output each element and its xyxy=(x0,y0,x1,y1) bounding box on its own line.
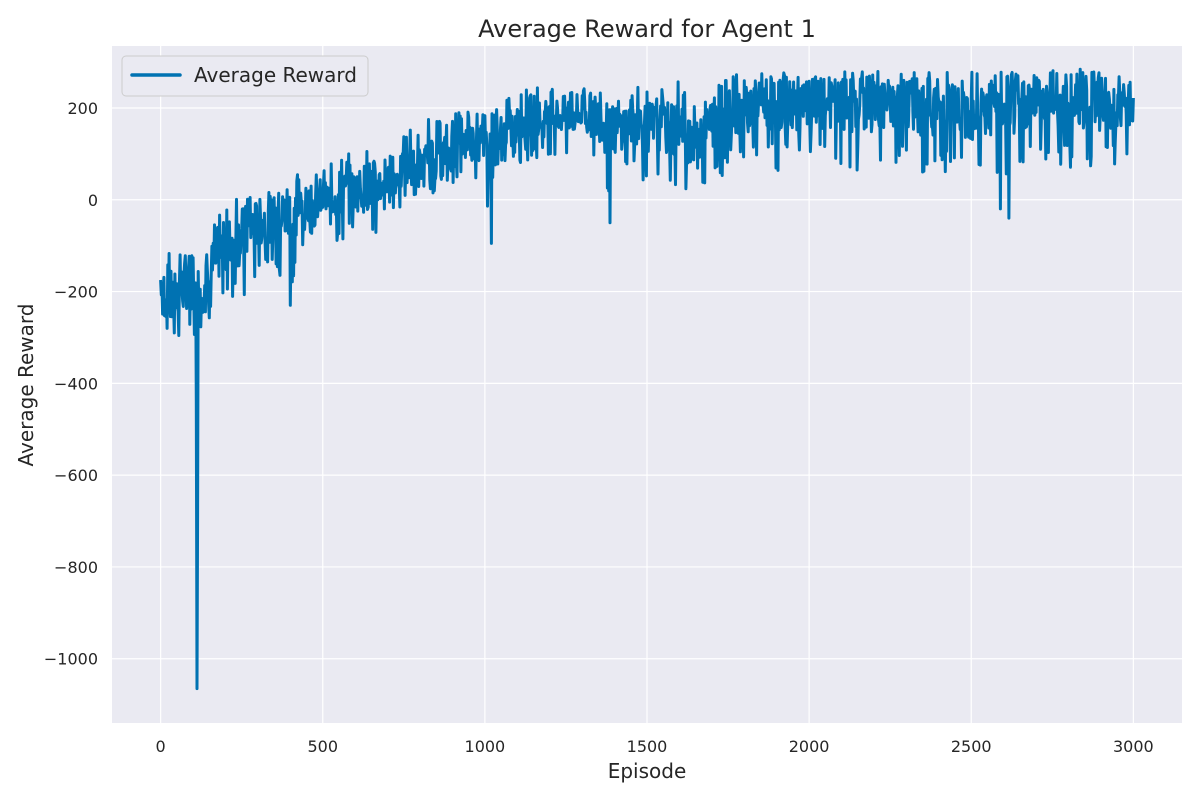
y-tick-label: 200 xyxy=(67,99,98,118)
y-tick-label: −200 xyxy=(54,283,98,302)
x-tick-label: 2000 xyxy=(789,737,830,756)
y-tick-label: −800 xyxy=(54,558,98,577)
x-axis-title: Episode xyxy=(608,759,687,783)
tick-labels: 0 500 1000 1500 2000 2500 3000−1000−800−600−40… xyxy=(44,99,1154,756)
x-tick-label: 1500 xyxy=(627,737,668,756)
x-tick-label: 3000 xyxy=(1113,737,1154,756)
y-tick-label: −600 xyxy=(54,466,98,485)
legend-box xyxy=(121,55,369,97)
y-tick-label: −400 xyxy=(54,374,98,393)
x-tick-label: 0 xyxy=(156,737,166,756)
series-line-average-reward xyxy=(159,67,1135,691)
legend-label: Average Reward xyxy=(194,63,357,87)
x-tick-label: 500 xyxy=(307,737,338,756)
x-tick-label: 1000 xyxy=(465,737,506,756)
y-axis-title: Average Reward xyxy=(14,304,38,467)
legend: Average Reward xyxy=(121,55,369,97)
chart-title: Average Reward for Agent 1 xyxy=(478,15,816,43)
x-tick-label: 2500 xyxy=(951,737,992,756)
y-tick-label: 0 xyxy=(88,191,98,210)
y-tick-label: −1000 xyxy=(44,650,98,669)
data-layer xyxy=(159,67,1135,691)
